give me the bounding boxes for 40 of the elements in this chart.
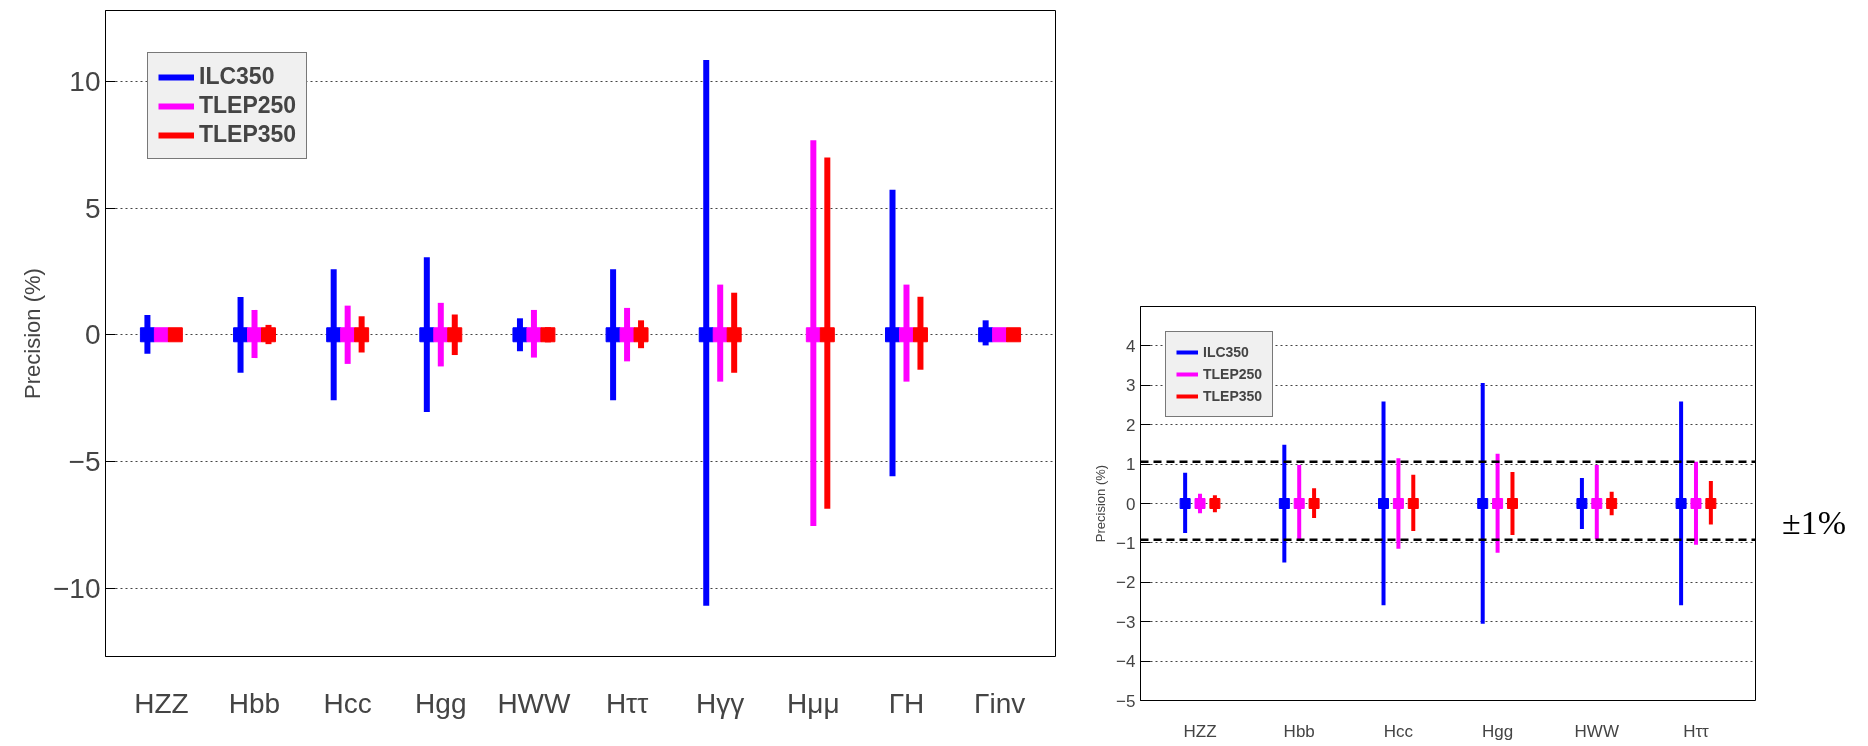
text: ±1% xyxy=(1782,503,1846,543)
y-tick-label: −5 xyxy=(1116,691,1136,711)
y-tick-label: 4 xyxy=(1126,336,1136,356)
y-tick-label: 0 xyxy=(1126,494,1136,514)
x-tick-label: HWW xyxy=(497,687,572,719)
x-tick-label: Hgg xyxy=(415,687,467,719)
y-tick-label: 1 xyxy=(1126,455,1136,475)
y-axis-title: Precision (%) xyxy=(1093,464,1109,543)
x-tick-label: ΓH xyxy=(888,687,925,719)
y-axis-title: Precision (%) xyxy=(20,268,45,399)
y-tick-label: −5 xyxy=(68,445,101,477)
legend-label: TLEP350 xyxy=(1203,388,1263,404)
legend-label: TLEP250 xyxy=(1203,366,1263,382)
x-tick-label: Hcc xyxy=(323,687,372,719)
x-tick-label: Hμμ xyxy=(787,687,840,719)
y-tick-label: 2 xyxy=(1126,415,1136,435)
legend-label: TLEP250 xyxy=(199,92,297,119)
x-tick-label: Hττ xyxy=(605,687,649,719)
x-tick-label: HZZ xyxy=(134,687,189,719)
x-tick-label: Hγγ xyxy=(696,687,745,719)
y-tick-label: 5 xyxy=(84,192,101,224)
y-tick-label: 10 xyxy=(69,65,101,97)
legend-label: ILC350 xyxy=(199,63,275,90)
y-tick-label: 0 xyxy=(84,319,101,351)
x-tick-label: Γinv xyxy=(974,687,1026,719)
y-tick-label: −2 xyxy=(1116,573,1136,593)
legend-label: TLEP350 xyxy=(199,121,297,148)
x-tick-label: HZZ xyxy=(1183,721,1217,741)
x-tick-label: Hττ xyxy=(1683,721,1710,741)
y-tick-label: −1 xyxy=(1116,533,1136,553)
y-tick-label: 3 xyxy=(1126,376,1136,396)
y-tick-label: −10 xyxy=(53,572,101,604)
x-tick-label: Hbb xyxy=(1283,721,1315,741)
y-tick-label: −3 xyxy=(1116,612,1136,632)
y-tick-label: −4 xyxy=(1116,652,1136,672)
x-tick-label: Hcc xyxy=(1383,721,1414,741)
x-tick-label: Hgg xyxy=(1482,721,1514,741)
x-tick-label: HWW xyxy=(1574,721,1619,741)
x-tick-label: Hbb xyxy=(228,687,281,719)
legend-label: ILC350 xyxy=(1203,344,1249,360)
